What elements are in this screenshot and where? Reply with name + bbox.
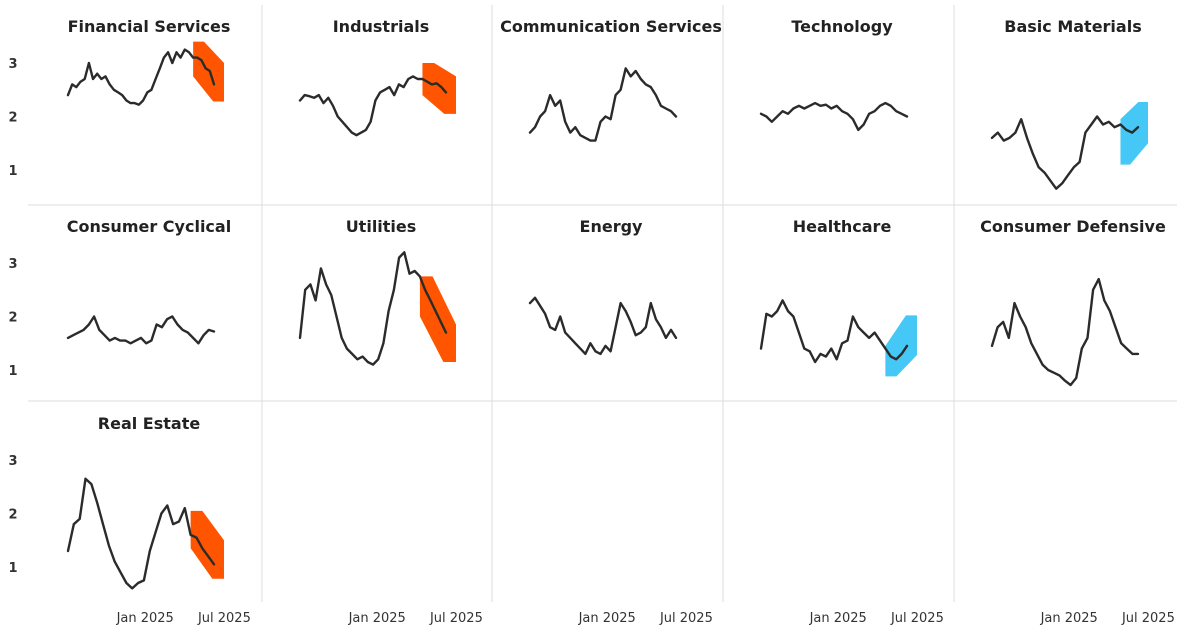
forecast-band-up xyxy=(885,315,917,377)
panel-utilities: Utilities xyxy=(298,217,456,366)
panel-communication-services: Communication Services xyxy=(500,17,722,142)
x-tick-label: Jan 2025 xyxy=(578,611,636,626)
panel-title: Basic Materials xyxy=(1004,17,1141,36)
panel-title: Utilities xyxy=(346,217,417,236)
y-tick-label: 3 xyxy=(8,57,17,72)
panel-title: Energy xyxy=(580,217,644,236)
forecast-band-up xyxy=(1120,102,1148,165)
panel-title: Industrials xyxy=(333,17,430,36)
y-tick-label: 2 xyxy=(8,111,17,126)
x-tick-label: Jan 2025 xyxy=(348,611,406,626)
series-line xyxy=(66,48,216,106)
x-tick-label: Jul 2025 xyxy=(890,611,944,626)
y-tick-label: 2 xyxy=(8,508,17,523)
y-tick-label: 3 xyxy=(8,454,17,469)
series-line xyxy=(298,251,448,366)
y-tick-label: 2 xyxy=(8,311,17,326)
panel-financial-services: Financial Services xyxy=(66,17,231,106)
panel-title: Consumer Cyclical xyxy=(67,217,231,236)
series-line xyxy=(66,477,216,590)
panel-energy: Energy xyxy=(528,217,678,356)
x-tick-label: Jan 2025 xyxy=(1040,611,1098,626)
x-tick-label: Jan 2025 xyxy=(116,611,174,626)
x-tick-label: Jul 2025 xyxy=(197,611,251,626)
x-tick-label: Jul 2025 xyxy=(429,611,483,626)
series-line xyxy=(759,299,909,364)
panel-real-estate: Real Estate xyxy=(66,414,224,590)
panel-basic-materials: Basic Materials xyxy=(990,17,1148,190)
panel-technology: Technology xyxy=(759,17,909,132)
panel-title: Financial Services xyxy=(68,17,231,36)
panel-title: Consumer Defensive xyxy=(980,217,1166,236)
panel-title: Real Estate xyxy=(98,414,201,433)
panel-healthcare: Healthcare xyxy=(759,217,917,377)
series-line xyxy=(66,315,216,345)
y-tick-label: 1 xyxy=(8,364,17,379)
y-tick-label: 1 xyxy=(8,561,17,576)
x-tick-label: Jan 2025 xyxy=(809,611,867,626)
x-tick-label: Jul 2025 xyxy=(659,611,713,626)
y-tick-label: 1 xyxy=(8,164,17,179)
series-line xyxy=(528,67,678,142)
series-line xyxy=(990,277,1140,387)
panel-consumer-defensive: Consumer Defensive xyxy=(980,217,1166,387)
forecast-band-down xyxy=(422,63,456,114)
x-tick-label: Jul 2025 xyxy=(1121,611,1175,626)
y-tick-label: 3 xyxy=(8,257,17,272)
forecast-band-down xyxy=(190,510,224,579)
panel-industrials: Industrials xyxy=(298,17,456,137)
series-line xyxy=(528,296,678,356)
panel-consumer-cyclical: Consumer Cyclical xyxy=(66,217,231,345)
series-line xyxy=(298,75,448,137)
series-line xyxy=(759,101,909,132)
series-line xyxy=(990,115,1140,190)
panel-title: Communication Services xyxy=(500,17,722,36)
panel-title: Healthcare xyxy=(793,217,892,236)
panel-title: Technology xyxy=(791,17,893,36)
